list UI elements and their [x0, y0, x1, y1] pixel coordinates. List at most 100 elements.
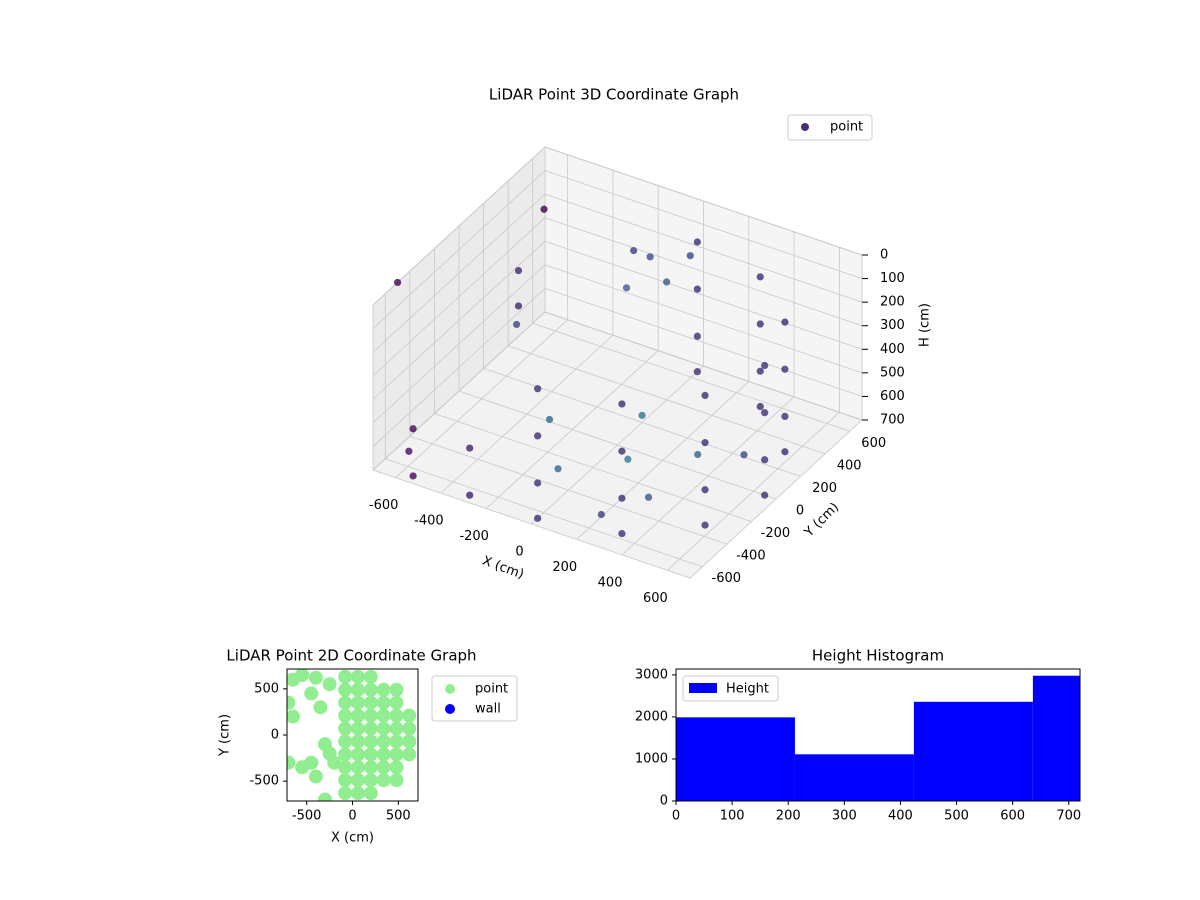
point — [534, 432, 542, 440]
x-tick-label: 500 — [944, 809, 969, 824]
point — [338, 708, 353, 723]
point — [318, 792, 333, 801]
point — [389, 721, 404, 736]
grid-line — [372, 193, 546, 353]
grid-line — [434, 413, 752, 522]
point — [327, 755, 342, 770]
point — [338, 786, 353, 801]
x-tick-label: 400 — [888, 809, 913, 824]
axes-frame — [675, 668, 1081, 802]
point — [338, 773, 353, 788]
point — [618, 447, 626, 455]
point — [618, 530, 626, 538]
y-tick-label: -200 — [761, 526, 791, 541]
point — [389, 760, 404, 775]
grid-line — [544, 311, 863, 421]
point — [466, 444, 474, 452]
point — [287, 709, 300, 724]
point — [701, 521, 709, 529]
point — [701, 439, 709, 447]
point — [338, 721, 353, 736]
y-axis-label: Y (cm) — [801, 500, 842, 541]
legend-box — [682, 675, 779, 702]
z-axis-label: H (cm) — [918, 303, 933, 347]
point — [756, 273, 764, 281]
z-tick-label: 0 — [880, 248, 888, 263]
point — [376, 721, 391, 736]
point — [618, 400, 626, 408]
point — [363, 747, 378, 762]
x-tick-label: -600 — [369, 498, 399, 513]
point — [304, 686, 319, 701]
point — [781, 365, 789, 373]
point — [322, 677, 337, 692]
y-tick-label: 3000 — [635, 667, 668, 682]
y-tick-label: 0 — [660, 794, 668, 809]
point — [363, 721, 378, 736]
point — [781, 448, 789, 456]
point — [376, 734, 391, 749]
y-tick-label: 400 — [837, 458, 862, 473]
point — [308, 769, 323, 784]
point — [350, 721, 365, 736]
point — [350, 682, 365, 697]
point — [350, 786, 365, 801]
y-tick-label: -600 — [712, 571, 742, 586]
grid-line — [544, 264, 863, 374]
chart-title: LiDAR Point 2D Coordinate Graph — [226, 647, 476, 665]
point — [338, 747, 353, 762]
point — [781, 412, 789, 420]
point — [393, 278, 402, 287]
point — [622, 284, 631, 292]
legend-label: wall — [475, 702, 501, 717]
chart-title: LiDAR Point 3D Coordinate Graph — [489, 86, 739, 104]
bar — [794, 754, 914, 801]
point — [597, 510, 605, 519]
point — [405, 447, 413, 455]
y-tick-label: 200 — [812, 481, 837, 496]
x-tick-label: -400 — [414, 514, 444, 529]
legend-box — [431, 675, 518, 722]
legend-marker — [689, 683, 717, 693]
point — [350, 747, 365, 762]
point — [338, 734, 353, 749]
point — [756, 402, 764, 411]
point — [350, 695, 365, 710]
z-tick-label: 400 — [880, 342, 905, 357]
grid-line — [372, 170, 546, 329]
point — [756, 367, 764, 375]
point — [350, 669, 365, 684]
x-tick-label: 0 — [672, 809, 680, 824]
chart-title: Height Histogram — [812, 647, 944, 665]
grid-line — [385, 458, 703, 568]
point — [389, 682, 404, 697]
point — [740, 451, 748, 459]
y-tick-label: -400 — [736, 549, 766, 564]
z-tick-label: 200 — [880, 295, 905, 310]
point — [466, 491, 474, 499]
legend-box — [787, 114, 873, 141]
grid-line — [372, 217, 546, 377]
point — [663, 278, 671, 286]
bar — [1032, 675, 1080, 801]
point — [350, 708, 365, 723]
x-tick-label: 0 — [515, 545, 523, 560]
point — [389, 773, 404, 788]
point — [376, 695, 391, 710]
legend-marker — [445, 704, 455, 714]
point — [756, 320, 764, 328]
point — [694, 450, 702, 459]
y-tick-label: 500 — [254, 681, 279, 696]
points-2d — [287, 669, 417, 801]
grid-line — [409, 435, 727, 545]
x-tick-label: 100 — [720, 809, 745, 824]
point — [693, 368, 701, 376]
x-tick-label: 0 — [348, 809, 356, 824]
grid-line — [544, 170, 863, 279]
point — [363, 734, 378, 749]
grid-line — [372, 288, 546, 447]
point — [781, 318, 789, 326]
x-tick-label: -200 — [459, 529, 489, 544]
x-tick-label: 500 — [386, 809, 411, 824]
